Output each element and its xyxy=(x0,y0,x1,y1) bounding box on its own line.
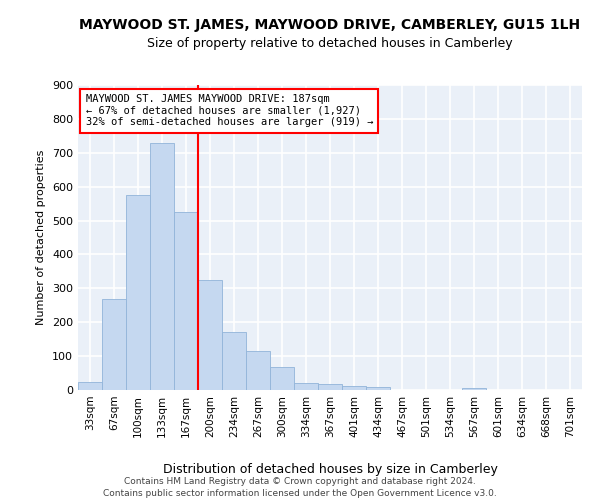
Bar xyxy=(342,386,366,390)
Bar xyxy=(222,332,246,390)
Text: Size of property relative to detached houses in Camberley: Size of property relative to detached ho… xyxy=(147,38,513,51)
Text: MAYWOOD ST. JAMES, MAYWOOD DRIVE, CAMBERLEY, GU15 1LH: MAYWOOD ST. JAMES, MAYWOOD DRIVE, CAMBER… xyxy=(79,18,581,32)
Bar xyxy=(174,212,198,390)
Bar xyxy=(366,386,390,390)
Bar xyxy=(318,384,342,390)
Text: Contains public sector information licensed under the Open Government Licence v3: Contains public sector information licen… xyxy=(103,489,497,498)
Bar xyxy=(102,298,126,390)
Bar xyxy=(294,383,318,390)
Text: Distribution of detached houses by size in Camberley: Distribution of detached houses by size … xyxy=(163,462,497,475)
Text: Contains HM Land Registry data © Crown copyright and database right 2024.: Contains HM Land Registry data © Crown c… xyxy=(124,478,476,486)
Bar xyxy=(78,382,102,390)
Bar xyxy=(246,351,270,390)
Y-axis label: Number of detached properties: Number of detached properties xyxy=(37,150,46,325)
Text: MAYWOOD ST. JAMES MAYWOOD DRIVE: 187sqm
← 67% of detached houses are smaller (1,: MAYWOOD ST. JAMES MAYWOOD DRIVE: 187sqm … xyxy=(86,94,373,128)
Bar xyxy=(150,142,174,390)
Bar xyxy=(198,280,222,390)
Bar xyxy=(462,388,486,390)
Bar xyxy=(270,367,294,390)
Bar xyxy=(126,195,150,390)
